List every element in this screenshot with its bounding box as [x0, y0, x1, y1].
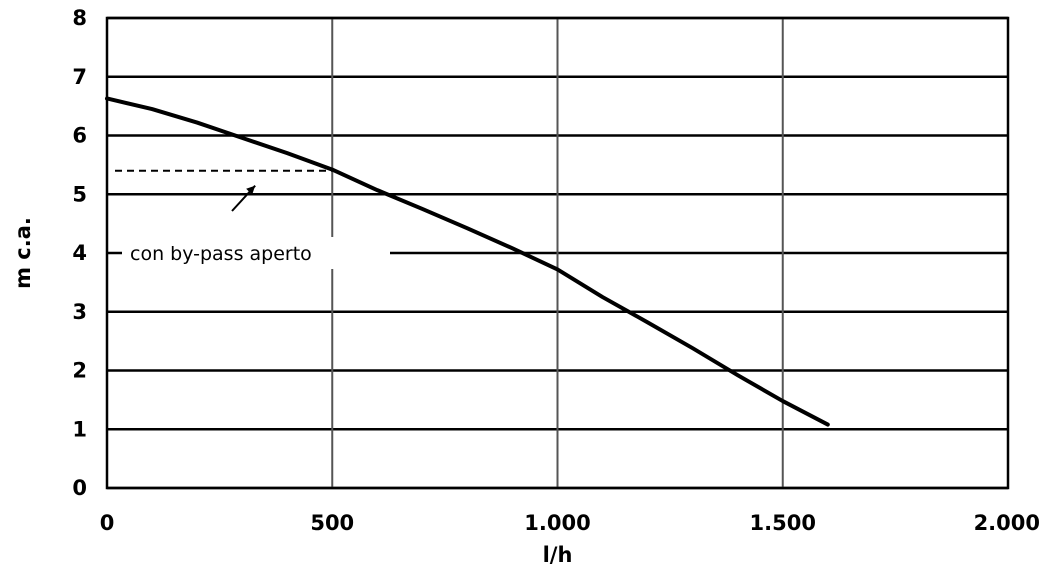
y-tick-label: 0: [72, 476, 87, 500]
y-tick-label: 4: [72, 241, 87, 265]
annotation-layer: con by-pass aperto: [115, 169, 390, 269]
y-tick-label: 3: [72, 300, 87, 324]
annotation-label-bg: [122, 237, 390, 269]
x-tick-label: 1.000: [524, 511, 590, 535]
arrow-head: [246, 185, 256, 195]
grid: [105, 16, 1010, 490]
y-tick-label: 2: [72, 359, 87, 383]
annotation-label: con by-pass aperto: [130, 243, 312, 265]
y-axis-title: m c.a.: [11, 217, 35, 289]
y-tick-label: 1: [72, 417, 87, 441]
pump-curve-line: [105, 96, 830, 427]
x-tick-labels: 0 500 1.000 1.500 2.000: [100, 511, 1040, 535]
x-tick-label: 0: [100, 511, 115, 535]
x-tick-label: 500: [310, 511, 354, 535]
y-tick-label: 5: [72, 182, 87, 206]
x-axis-title: l/h: [543, 543, 573, 567]
x-tick-label: 2.000: [974, 511, 1040, 535]
plot-border: [105, 16, 1010, 490]
y-tick-label: 6: [72, 124, 87, 148]
y-tick-label: 8: [72, 6, 87, 30]
curve-layer: [105, 96, 830, 427]
x-tick-label: 1.500: [750, 511, 816, 535]
y-tick-labels: 0 1 2 3 4 5 6 7 8: [72, 6, 87, 500]
y-tick-label: 7: [72, 65, 87, 89]
